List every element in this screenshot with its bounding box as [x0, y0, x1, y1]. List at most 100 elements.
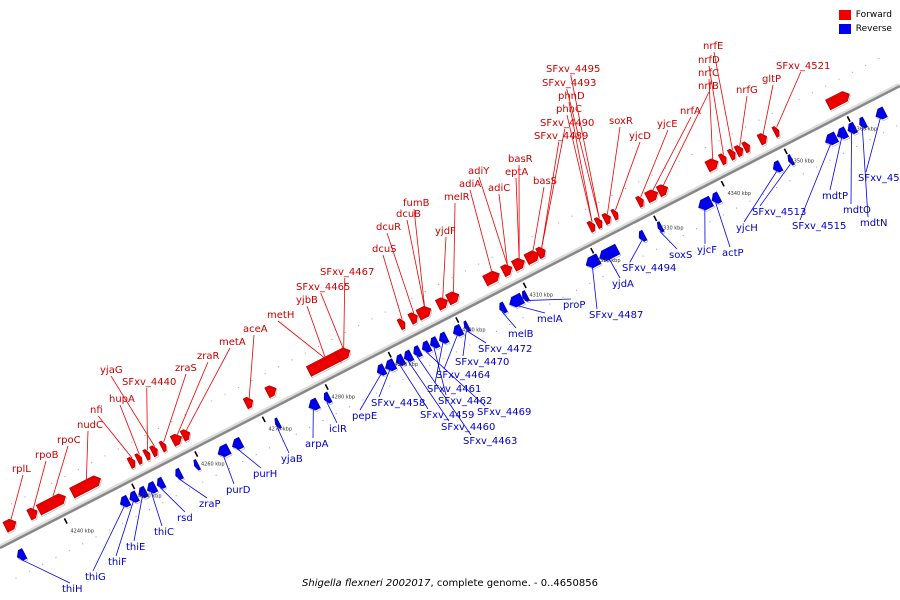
scale-tick [590, 247, 595, 254]
forward-gene-label: SFxv_4465 [296, 282, 350, 293]
forward-label-leader [442, 236, 447, 299]
forward-gene-shade [512, 259, 526, 273]
reverse-label-leader [178, 478, 208, 499]
reverse-label-leader [160, 487, 186, 513]
forward-gene-label: hupA [109, 394, 135, 405]
scale-tick-label: 4290 kbp [394, 362, 418, 368]
forward-swatch [838, 10, 851, 20]
forward-gene-shade [611, 210, 620, 222]
reverse-gene [585, 253, 602, 269]
reverse-gene-shade [699, 197, 715, 212]
forward-label-leader [568, 101, 593, 223]
scale-tick [387, 351, 392, 358]
forward-label-leader [708, 78, 714, 161]
forward-gene-shade [734, 146, 745, 159]
reverse-gene-shade [218, 444, 233, 459]
forward-gene-label: nrfD [698, 55, 720, 66]
reverse-gene [430, 336, 441, 349]
forward-label-leader [541, 128, 566, 249]
forward-gene-shade [170, 435, 183, 449]
reverse-gene [499, 301, 508, 314]
forward-gene [644, 189, 659, 204]
forward-label-leader [343, 277, 346, 350]
forward-gene-shade [536, 248, 547, 261]
reverse-gene [638, 229, 648, 242]
forward-label-leader [320, 292, 345, 350]
reverse-label-leader [462, 330, 467, 357]
reverse-gene-shade [712, 193, 723, 206]
reverse-gene-shade [523, 291, 531, 304]
reverse-gene-label: SFxv_4469 [477, 407, 531, 418]
forward-gene-shade [416, 307, 433, 322]
forward-gene-shade [408, 313, 419, 327]
reverse-gene-label: purD [226, 485, 251, 496]
reverse-swatch [838, 24, 851, 34]
scale-tick-label: 4280 kbp [331, 394, 355, 400]
forward-gene-shade [150, 446, 159, 459]
forward-gene-shade [728, 150, 737, 163]
forward-gene-shade [243, 398, 254, 411]
reverse-gene-shade [130, 492, 141, 505]
reverse-gene-label: yjcF [697, 245, 717, 256]
forward-gene [825, 91, 850, 111]
reverse-label-leader [591, 265, 598, 310]
reverse-gene [146, 480, 159, 494]
reverse-gene-label: mdtO [843, 205, 871, 216]
forward-gene-label: nrfC [698, 68, 719, 79]
forward-gene-label: yjbB [296, 295, 318, 306]
forward-label-leader [176, 361, 209, 436]
forward-label-leader [119, 404, 140, 455]
forward-label-leader [776, 71, 802, 128]
forward-gene-label: SFxv_4493 [542, 78, 596, 89]
reverse-gene-label: yjdA [612, 279, 634, 290]
forward-gene [482, 270, 500, 287]
forward-label-leader [146, 387, 148, 451]
reverse-gene-label: SFxv_4460 [441, 422, 495, 433]
scale-tick [194, 450, 199, 458]
forward-gene-shade [265, 386, 278, 400]
scale-tick [63, 517, 68, 525]
forward-gene [510, 257, 525, 272]
forward-gene-shade [587, 222, 596, 235]
scale-tick [522, 282, 527, 289]
reverse-gene-label: melB [508, 329, 534, 340]
reverse-gene-label: thiG [85, 572, 106, 583]
scale-tick [720, 180, 725, 187]
forward-gene-shade [70, 477, 102, 500]
reverse-label-leader [115, 501, 134, 557]
forward-gene-shade [3, 520, 18, 534]
scale-tick-label: 4260 kbp [201, 461, 225, 467]
forward-label-leader [413, 208, 426, 309]
forward-label-leader [386, 232, 415, 314]
reverse-gene [323, 391, 333, 404]
forward-gene-label: phnC [556, 104, 582, 115]
forward-gene [655, 184, 669, 198]
reverse-label-leader [222, 455, 235, 485]
forward-gene-shade [483, 272, 501, 288]
reverse-label-leader [502, 311, 517, 329]
organism-name: Shigella flexneri 2002017 [302, 578, 431, 589]
reverse-gene [859, 116, 868, 129]
reverse-gene-label: SFxv_4462 [438, 396, 492, 407]
reverse-gene-shade [454, 325, 466, 338]
forward-label-leader [566, 88, 600, 219]
forward-gene-shade [397, 319, 407, 332]
forward-gene-label: adiC [488, 183, 510, 194]
reverse-label-leader [443, 335, 458, 370]
reverse-gene [217, 443, 232, 458]
scale-tick-label: 4270 kbp [268, 427, 292, 433]
scale-tick [261, 416, 266, 423]
forward-label-leader [532, 186, 545, 253]
reverse-gene-shade [600, 245, 622, 263]
forward-gene-shade [705, 160, 720, 174]
forward-label-leader [739, 95, 748, 147]
scale-tick-label: 4340 kbp [727, 191, 751, 197]
caption-rest: , complete genome. - 0..4650856 [430, 578, 598, 589]
forward-gene [2, 518, 17, 533]
forward-label-leader [110, 375, 156, 447]
reverse-gene-label: SFxv_4515 [792, 221, 846, 232]
reverse-gene-shade [774, 161, 785, 174]
forward-label-leader [453, 202, 456, 294]
reverse-gene-label: SFxv_4520 [858, 173, 900, 184]
reverse-gene-shade [386, 359, 399, 373]
